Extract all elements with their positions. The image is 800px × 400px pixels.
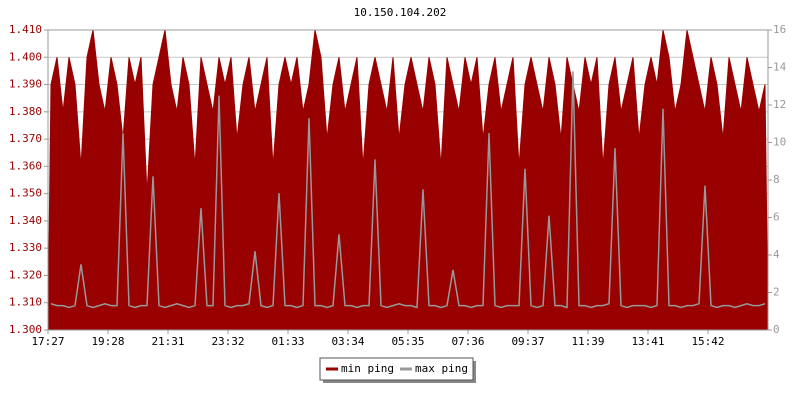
legend-label: max ping — [415, 362, 468, 375]
y-tick-label: 1.320 — [9, 268, 42, 281]
x-tick-label: 23:32 — [211, 335, 244, 348]
x-tick-label: 17:27 — [31, 335, 64, 348]
y2-tick-label: 4 — [773, 248, 780, 261]
y2-tick-label: 2 — [773, 286, 780, 299]
x-tick-label: 15:42 — [691, 335, 724, 348]
x-tick-label: 03:34 — [331, 335, 364, 348]
y-tick-label: 1.310 — [9, 296, 42, 309]
y2-tick-label: 16 — [773, 23, 786, 36]
y2-tick-label: 14 — [773, 61, 787, 74]
max-ping-line — [50, 71, 766, 309]
y2-tick-label: 12 — [773, 98, 786, 111]
x-tick-label: 13:41 — [631, 335, 664, 348]
x-tick-label: 05:35 — [391, 335, 424, 348]
y-tick-label: 1.360 — [9, 159, 42, 172]
y-tick-label: 1.350 — [9, 187, 42, 200]
x-tick-label: 11:39 — [571, 335, 604, 348]
y-tick-label: 1.410 — [9, 23, 42, 36]
x-tick-label: 21:31 — [151, 335, 184, 348]
y2-tick-label: 6 — [773, 211, 780, 224]
y2-tick-label: 8 — [773, 173, 780, 186]
y-tick-label: 1.370 — [9, 132, 42, 145]
min-ping-area — [47, 29, 769, 331]
y-tick-label: 1.300 — [9, 323, 42, 336]
x-tick-label: 07:36 — [451, 335, 484, 348]
y2-tick-label: 0 — [773, 323, 780, 336]
y2-tick-label: 10 — [773, 136, 786, 149]
y-tick-label: 1.400 — [9, 50, 42, 63]
y-tick-label: 1.390 — [9, 78, 42, 91]
y-tick-label: 1.330 — [9, 241, 42, 254]
x-tick-label: 09:37 — [511, 335, 544, 348]
chart-title: 10.150.104.202 — [354, 6, 447, 19]
x-tick-label: 19:28 — [91, 335, 124, 348]
y-tick-label: 1.340 — [9, 214, 42, 227]
x-tick-label: 01:33 — [271, 335, 304, 348]
y-tick-label: 1.380 — [9, 105, 42, 118]
legend-label: min ping — [341, 362, 394, 375]
legend-box — [319, 357, 474, 381]
